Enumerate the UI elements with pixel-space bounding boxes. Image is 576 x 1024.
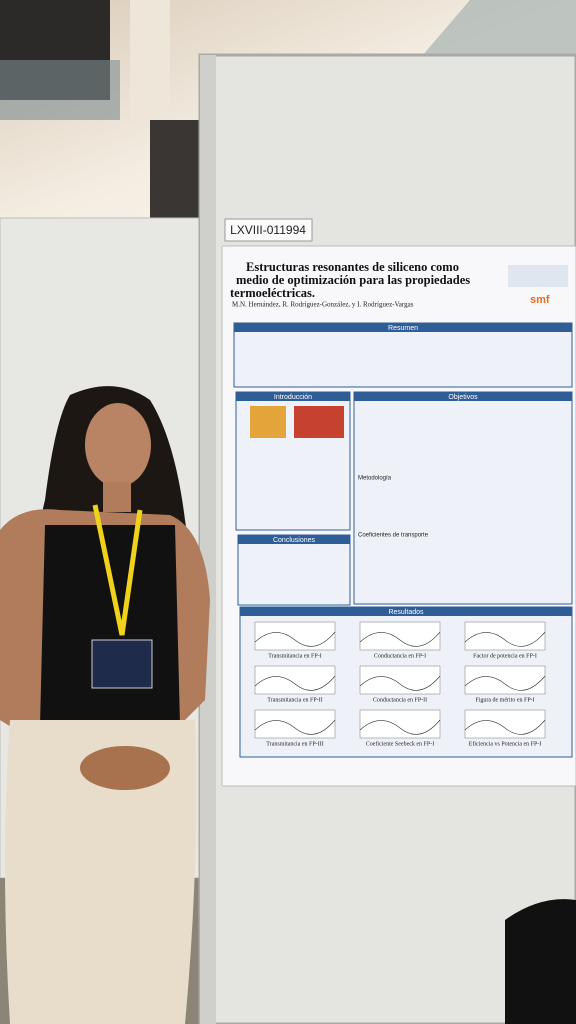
plot <box>464 665 546 695</box>
board-frame <box>200 55 216 1024</box>
plot-curve <box>464 631 546 647</box>
poster-title: medio de optimización para las propiedad… <box>236 273 470 287</box>
section-title: Resumen <box>388 325 418 332</box>
section-bar <box>238 535 350 544</box>
top <box>40 525 180 725</box>
logo <box>508 265 568 287</box>
objectives-box <box>353 391 573 605</box>
section-title: Conclusiones <box>273 537 316 544</box>
badge <box>91 639 153 689</box>
hands <box>80 746 170 790</box>
plot-caption: Transmitancia en FP-III <box>266 741 323 747</box>
trousers <box>5 720 197 1024</box>
plot-caption: Conductancia en FP-II <box>373 697 427 703</box>
plot-curve <box>359 719 441 735</box>
plot-curve <box>359 675 441 691</box>
plot-caption: Conductancia en FP-I <box>374 653 426 659</box>
plot <box>254 665 336 695</box>
poster-title: termoeléctricas. <box>230 286 315 300</box>
neck <box>103 482 131 512</box>
plot <box>359 665 441 695</box>
section-bar <box>354 392 572 401</box>
plot-caption: Transmitancia en FP-I <box>268 653 321 659</box>
face <box>85 403 151 487</box>
figure <box>250 406 286 438</box>
backpack <box>505 899 576 1024</box>
plot-curve <box>254 631 336 647</box>
section-title: Resultados <box>388 609 424 616</box>
person <box>0 386 210 1024</box>
abstract-box <box>233 322 573 388</box>
conclusions-box <box>237 534 351 606</box>
plot-curve <box>464 719 546 735</box>
poster: Estructuras resonantes de siliceno como … <box>221 245 576 787</box>
plot-curve <box>359 631 441 647</box>
poster-authors: M.N. Hernández, R. Rodríguez-González, y… <box>232 301 414 309</box>
railing <box>0 60 120 120</box>
subhead: Coeficientes de transporte <box>358 533 429 539</box>
glass <box>410 0 576 70</box>
poster-title: Estructuras resonantes de siliceno como <box>246 260 459 274</box>
plot <box>464 621 546 651</box>
column <box>130 0 170 120</box>
plot-caption: Figura de mérito en FP-I <box>475 697 534 703</box>
subhead: Metodología <box>358 476 392 482</box>
plot <box>359 709 441 739</box>
section-title: Introducción <box>274 394 312 401</box>
plot <box>464 709 546 739</box>
plot-curve <box>254 675 336 691</box>
logo-text: smf <box>530 294 550 306</box>
lanyard <box>92 504 143 636</box>
plot <box>359 621 441 651</box>
section-bar <box>234 323 572 332</box>
doorway <box>150 120 205 220</box>
badge-code: LXVIII-011994 <box>230 223 306 237</box>
plot <box>254 621 336 651</box>
section-title: Objetivos <box>448 394 478 401</box>
plot <box>254 709 336 739</box>
plot-curve <box>254 719 336 735</box>
section-bar <box>240 607 572 616</box>
figure <box>294 406 344 438</box>
plot-caption: Coeficiente Seebeck en FP-I <box>366 740 434 747</box>
plot-caption: Transmitancia en FP-II <box>267 697 322 703</box>
plot-caption: Factor de potencia en FP-I <box>473 653 537 659</box>
plot-curve <box>464 675 546 691</box>
plot-caption: Eficiencia vs Potencia en FP-I <box>469 740 542 747</box>
section-bar <box>236 392 350 401</box>
badge-box <box>224 218 313 242</box>
